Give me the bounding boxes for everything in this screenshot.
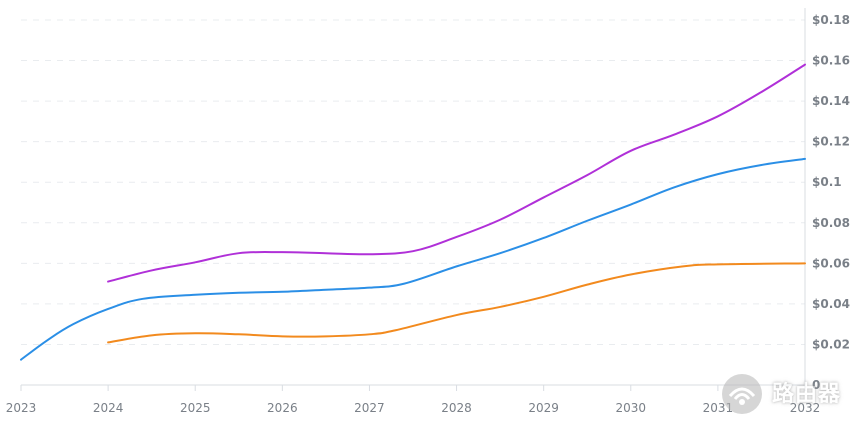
- y-tick-label: $0.08: [812, 216, 850, 230]
- series-line-3: [107, 262, 806, 344]
- y-tick-label: $0.14: [812, 94, 850, 108]
- x-tick-label: 2029: [528, 401, 559, 415]
- x-tick-label: 2023: [6, 401, 37, 415]
- x-tick-label: 2032: [790, 401, 821, 415]
- router-logo-icon: [722, 374, 762, 414]
- y-tick-label: $0.06: [812, 256, 850, 270]
- y-tick-label: $0.12: [812, 135, 850, 149]
- x-tick-labels: 2023 2024 2025 2026 2027 2028 2029 2030 2031 2032: [6, 401, 821, 415]
- y-tick-label: $0.02: [812, 337, 850, 351]
- x-tick-label: 2026: [267, 401, 298, 415]
- axes: [20, 8, 806, 391]
- y-tick-label: $0.16: [812, 54, 850, 68]
- x-tick-label: 2024: [93, 401, 124, 415]
- series-line-1: [20, 157, 806, 361]
- x-tick-label: 2028: [441, 401, 472, 415]
- series-line-2: [107, 63, 806, 283]
- y-tick-label: $0.18: [812, 13, 850, 27]
- y-tick-label: $0.1: [812, 175, 842, 189]
- y-tick-label: 0: [812, 378, 820, 392]
- series-lines: [20, 63, 806, 361]
- y-tick-labels: 0 $0.02 $0.04 $0.06 $0.08 $0.1 $0.12 $0.14 $0.16…: [812, 13, 850, 392]
- grid-lines: [21, 19, 805, 345]
- x-tick-label: 2030: [616, 401, 647, 415]
- y-tick-label: $0.04: [812, 297, 850, 311]
- watermark-text: 路由器: [772, 382, 842, 407]
- watermark: 路由器: [720, 372, 860, 422]
- x-tick-label: 2025: [180, 401, 211, 415]
- x-tick-label: 2027: [354, 401, 385, 415]
